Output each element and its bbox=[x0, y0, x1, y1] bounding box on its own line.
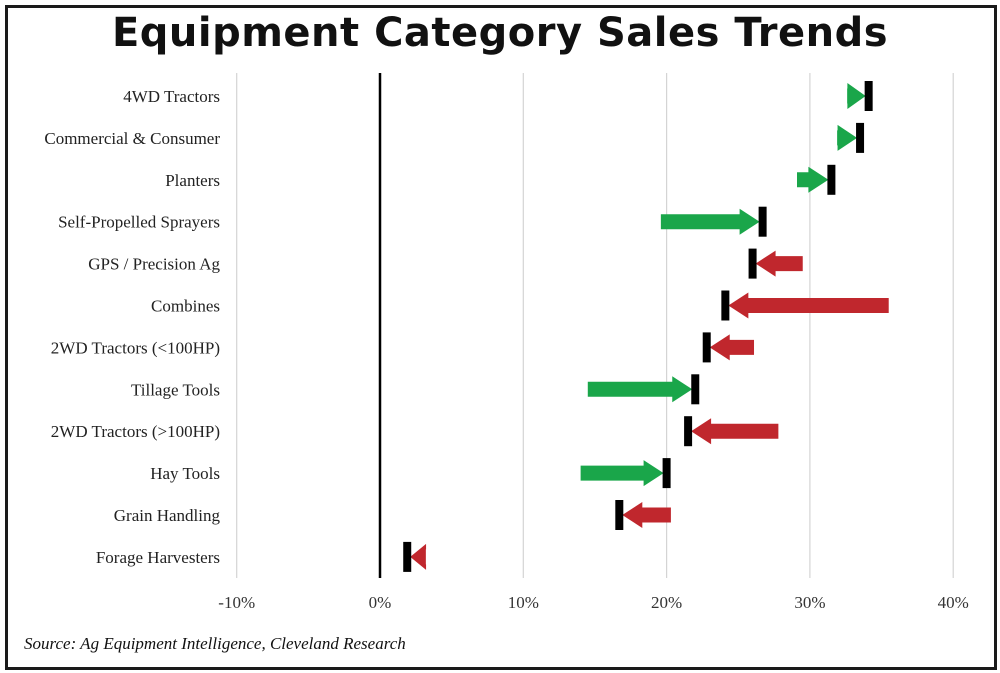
increase-arrow bbox=[797, 166, 829, 193]
end-marker bbox=[403, 541, 412, 572]
chart-title: Equipment Category Sales Trends bbox=[111, 10, 889, 56]
end-marker bbox=[856, 122, 865, 153]
increase-arrow bbox=[580, 460, 664, 487]
end-marker bbox=[758, 206, 767, 237]
decrease-arrow bbox=[410, 543, 427, 570]
decrease-arrow bbox=[691, 418, 779, 445]
category-label: Grain Handling bbox=[114, 506, 221, 525]
gridlines bbox=[236, 73, 954, 578]
increase-arrow bbox=[587, 376, 693, 403]
end-marker bbox=[864, 81, 873, 111]
category-labels: 4WD Tractors Commercial & Consumer Planter… bbox=[44, 87, 220, 567]
x-axis-ticks: -10% 0% 10% 20% 30% 40% bbox=[218, 593, 969, 612]
category-label: 2WD Tractors (>100HP) bbox=[51, 422, 220, 441]
end-marker bbox=[691, 374, 700, 405]
end-marker bbox=[684, 416, 693, 447]
source-note: Source: Ag Equipment Intelligence, Cleve… bbox=[24, 634, 406, 653]
chart-frame bbox=[5, 5, 997, 670]
category-label: Forage Harvesters bbox=[96, 548, 220, 567]
category-label: 4WD Tractors bbox=[123, 87, 220, 106]
end-marker bbox=[721, 290, 730, 321]
increase-arrow bbox=[660, 208, 760, 235]
category-label: Combines bbox=[151, 297, 220, 316]
end-marker bbox=[827, 164, 836, 195]
decrease-arrow bbox=[622, 502, 671, 528]
category-label: GPS / Precision Ag bbox=[88, 255, 220, 274]
category-label: Tillage Tools bbox=[131, 380, 220, 399]
end-marker bbox=[702, 332, 711, 363]
increase-arrow bbox=[837, 124, 858, 151]
end-marker bbox=[662, 458, 671, 489]
category-label: Self-Propelled Sprayers bbox=[58, 213, 220, 232]
increase-arrow bbox=[847, 83, 866, 109]
x-tick-label: 30% bbox=[794, 593, 825, 612]
x-tick-label: 20% bbox=[651, 593, 682, 612]
end-marker bbox=[615, 500, 624, 530]
category-label: Planters bbox=[165, 171, 220, 190]
decrease-arrow bbox=[728, 292, 889, 319]
category-label: Hay Tools bbox=[150, 464, 220, 483]
x-tick-label: 40% bbox=[938, 593, 969, 612]
category-label: Commercial & Consumer bbox=[44, 129, 220, 148]
arrow-marks bbox=[403, 81, 889, 572]
category-label: 2WD Tractors (<100HP) bbox=[51, 338, 220, 357]
decrease-arrow bbox=[709, 334, 755, 361]
x-tick-label: -10% bbox=[218, 593, 255, 612]
end-marker bbox=[748, 248, 757, 279]
x-tick-label: 0% bbox=[369, 593, 392, 612]
x-tick-label: 10% bbox=[508, 593, 539, 612]
decrease-arrow bbox=[755, 250, 803, 277]
